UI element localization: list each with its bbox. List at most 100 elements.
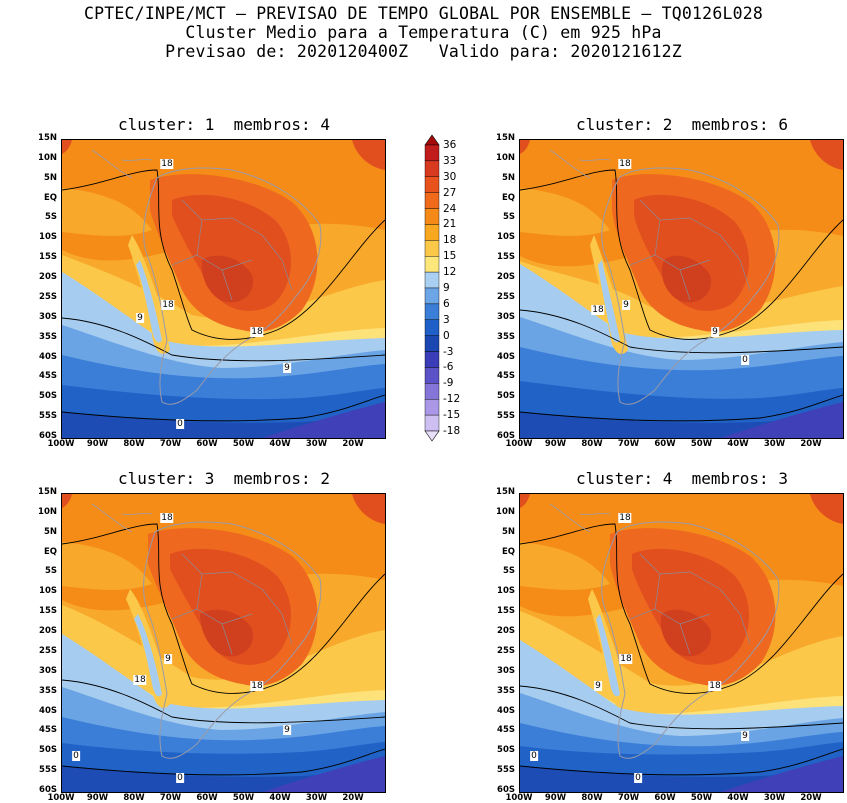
contour-label: 18: [250, 327, 264, 337]
lon-tick-label: 30W: [763, 439, 786, 449]
lat-tick-label: 15N: [496, 133, 515, 143]
contour-label: 0: [634, 773, 642, 783]
lon-tick-label: 90W: [544, 439, 567, 449]
lon-tick-label: 50W: [690, 793, 713, 803]
header-line-2: Cluster Medio para a Temperatura (C) em …: [185, 23, 662, 42]
lon-tick-label: 30W: [763, 793, 786, 803]
lat-tick-label: EQ: [501, 546, 515, 557]
contour-label: 18: [161, 300, 175, 310]
contour-label: 18: [133, 675, 147, 685]
colorbar-label: -3: [443, 345, 454, 358]
lat-tick-label: EQ: [43, 192, 57, 203]
lat-tick-label: 15N: [38, 133, 57, 143]
lat-tick-label: 5N: [43, 172, 57, 183]
lat-tick-label: 60S: [497, 431, 515, 441]
colorbar-label: 33: [443, 154, 457, 167]
colorbar-label: -18: [443, 425, 461, 437]
panel-title-4: cluster: 4 membros: 3: [576, 469, 788, 488]
lon-tick-label: 100W: [505, 439, 533, 449]
contour-label: 9: [283, 725, 291, 735]
lon-tick-label: 100W: [505, 793, 533, 803]
lat-tick-label: 15S: [39, 606, 57, 617]
lat-tick-label: 50S: [39, 391, 57, 402]
colorbar-label: -6: [443, 361, 454, 374]
contour-label: 18: [708, 681, 722, 691]
lon-tick-label: 60W: [654, 793, 676, 803]
map-panel-cluster-4: 18 18 9 18 9 0 0: [519, 493, 844, 793]
lon-tick-label: 80W: [123, 439, 145, 449]
contour-label: 0: [176, 419, 184, 429]
lat-tick-label: 55S: [39, 765, 57, 776]
contour-label: 9: [711, 327, 719, 337]
colorbar-label: -9: [443, 377, 454, 390]
lat-tick-label: 35S: [39, 331, 57, 342]
lat-tick-label: 10S: [39, 232, 57, 243]
contour-label: 9: [136, 313, 144, 323]
lat-tick-label: 45S: [39, 371, 57, 382]
lat-tick-label: 20S: [39, 626, 57, 637]
contour-label: 18: [619, 654, 633, 664]
contour-label: 18: [618, 159, 632, 169]
lat-tick-label: 55S: [497, 411, 515, 422]
contour-label: 9: [741, 731, 749, 741]
lat-tick-label: 55S: [39, 411, 57, 422]
lon-tick-label: 20W: [800, 793, 822, 803]
lon-tick-label: 70W: [159, 793, 182, 803]
map-panel-cluster-3: 18 9 18 18 9 0 0: [61, 493, 386, 793]
lat-tick-label: 10N: [496, 152, 515, 163]
contour-label: 9: [283, 363, 291, 373]
lon-tick-label: 40W: [269, 793, 291, 803]
contour-label: 9: [164, 654, 172, 664]
colorbar-label: -12: [443, 393, 461, 406]
lat-tick-label: 50S: [497, 745, 515, 756]
lon-tick-label: 70W: [617, 439, 640, 449]
panel-title-1: cluster: 1 membros: 4: [118, 115, 330, 134]
lat-tick-label: 55S: [497, 765, 515, 776]
contour-label: 18: [618, 513, 632, 523]
lat-tick-label: 35S: [497, 331, 515, 342]
contour-label: 0: [176, 773, 184, 783]
contour-label: 18: [160, 159, 174, 169]
lon-tick-label: 30W: [305, 793, 328, 803]
lat-tick-label: 60S: [497, 785, 515, 795]
lat-tick-label: 40S: [497, 705, 515, 716]
lat-tick-label: 25S: [39, 645, 57, 656]
colorbar-label: 3: [443, 313, 450, 326]
lon-tick-label: 40W: [269, 439, 291, 449]
header-line-1: CPTEC/INPE/MCT – PREVISAO DE TEMPO GLOBA…: [84, 4, 763, 23]
lat-tick-label: 50S: [497, 391, 515, 402]
contour-label: 9: [622, 300, 630, 310]
lat-tick-label: 45S: [497, 725, 515, 736]
lat-tick-label: 10N: [38, 152, 57, 163]
colorbar-label: 30: [443, 170, 457, 183]
lon-tick-label: 70W: [617, 793, 640, 803]
lat-tick-label: 60S: [39, 785, 57, 795]
colorbar-label: -15: [443, 409, 461, 422]
lat-tick-label: 45S: [39, 725, 57, 736]
lon-tick-label: 90W: [86, 793, 109, 803]
contour-label: 18: [160, 513, 174, 523]
lon-tick-label: 20W: [342, 439, 364, 449]
lon-tick-label: 60W: [196, 439, 218, 449]
colorbar-label: 15: [443, 250, 457, 263]
lon-tick-label: 90W: [86, 439, 109, 449]
lon-tick-label: 60W: [196, 793, 218, 803]
lat-tick-label: 50S: [39, 745, 57, 756]
lat-tick-label: 60S: [39, 431, 57, 441]
lat-tick-label: 20S: [39, 272, 57, 283]
lat-tick-label: 35S: [497, 685, 515, 696]
lat-tick-label: 5S: [44, 566, 57, 577]
map-panel-cluster-1: 18 18 9 18 9 0: [61, 139, 386, 439]
lon-tick-label: 90W: [544, 793, 567, 803]
lon-tick-label: 70W: [159, 439, 182, 449]
contour-label: 0: [72, 751, 80, 761]
colorbar-label: 21: [443, 218, 457, 231]
lat-tick-label: 30S: [497, 311, 515, 322]
lat-tick-label: 45S: [497, 371, 515, 382]
lat-tick-label: 30S: [497, 665, 515, 676]
colorbar-label: 9: [443, 282, 450, 294]
lat-tick-label: 10S: [497, 232, 515, 243]
lat-tick-label: EQ: [501, 192, 515, 203]
lat-tick-label: 20S: [497, 626, 515, 637]
lat-tick-label: 15N: [496, 487, 515, 497]
